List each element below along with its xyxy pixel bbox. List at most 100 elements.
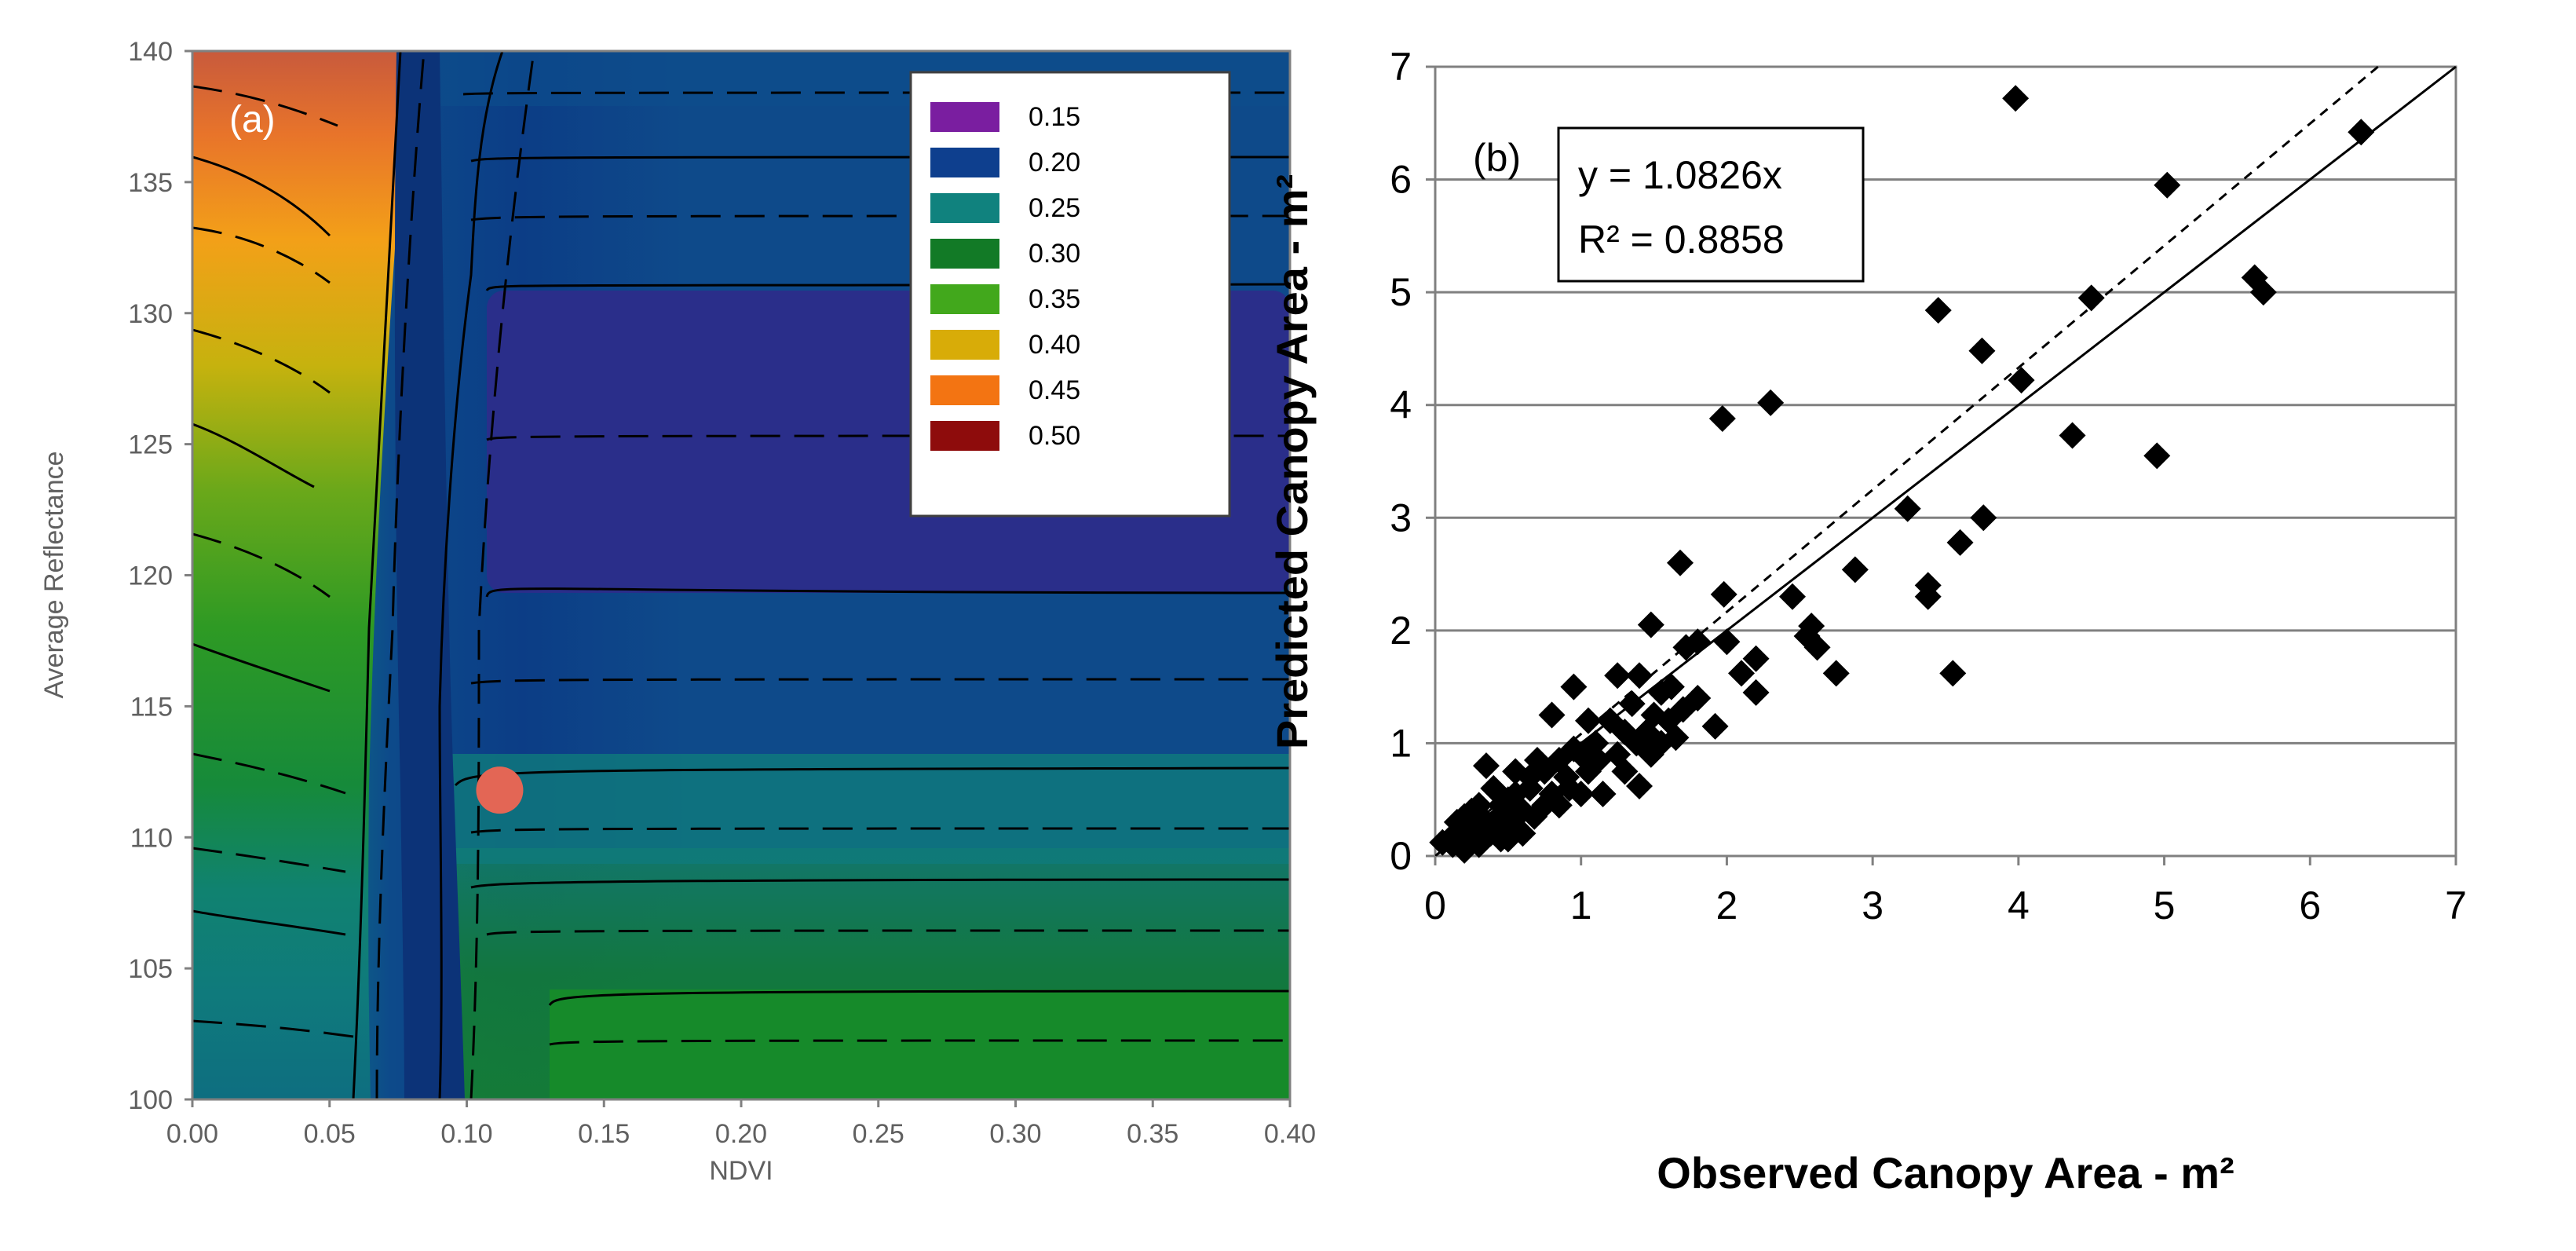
legend-label: 0.40 [1029,330,1080,360]
legend-swatch [930,102,999,132]
left-high-band [192,51,408,1099]
legend-swatch [930,193,999,223]
data-point [1443,820,1471,847]
y-tick-label-b: 0 [1390,834,1412,878]
x-tick-label-a: 0.10 [440,1119,492,1149]
data-point [1560,673,1588,700]
data-point [1914,583,1942,610]
data-point [2008,367,2035,394]
data-point [1841,556,1869,583]
x-tick-label-b: 0 [1424,883,1446,927]
data-point [1970,504,1997,532]
highlight-marker [476,766,524,814]
x-tick-label-a: 0.40 [1264,1119,1316,1149]
data-point [2077,284,2105,312]
data-point [1701,712,1729,740]
y-tick-label-a: 110 [130,823,173,853]
data-point [2249,279,2277,306]
data-point [2143,442,2171,470]
y-tick-label-a: 135 [128,168,173,198]
y-tick-label-a: 105 [128,954,173,984]
contour-panel: (a) 0.15 0.20 0.25 0.30 0.35 0.40 0.45 0.50 0.0… [39,37,1316,1186]
y-tick-label-a: 140 [128,37,173,67]
data-point [1560,735,1588,763]
contour-legend: 0.15 0.20 0.25 0.30 0.35 0.40 0.45 0.50 [909,71,1231,518]
data-point [1779,583,1806,610]
x-tick-label-a: 0.00 [166,1119,218,1149]
data-point [1742,679,1770,706]
x-tick-label-a: 0.30 [989,1119,1041,1149]
legend-label: 0.50 [1029,421,1080,451]
equation-text: y = 1.0826x [1578,153,1782,197]
x-tick-label-b: 5 [2154,883,2176,927]
y-tick-label-a: 125 [128,430,173,460]
y-tick-label-a: 115 [130,692,173,722]
x-tick-label-a: 0.15 [578,1119,630,1149]
data-point [1618,690,1646,718]
legend-swatch [930,330,999,360]
equation-box: y = 1.0826x R² = 0.8858 [1557,126,1865,283]
legend-swatch [930,284,999,314]
dark-channel [394,51,465,1099]
data-point [1589,781,1617,808]
y-tick-label-a: 100 [128,1085,173,1115]
y-tick-label-b: 3 [1390,496,1412,540]
data-point [1742,645,1770,672]
y-tick-label-b: 6 [1390,158,1412,202]
legend-swatch [930,239,999,269]
x-tick-label-b: 2 [1716,883,1738,927]
data-point [1728,660,1755,687]
data-point [1939,660,1967,687]
data-point [2154,171,2181,199]
data-point [1803,634,1831,661]
y-tick-label-a: 130 [128,299,173,329]
data-point [1473,752,1500,780]
data-point [1713,628,1741,656]
legend-label: 0.35 [1029,284,1080,314]
r-squared-text: R² = 0.8858 [1578,218,1785,262]
x-axis-title-b: Observed Canopy Area - m² [1657,1148,2234,1198]
x-tick-label-b: 6 [2299,883,2321,927]
legend-label: 0.30 [1029,239,1080,269]
x-tick-label-b: 7 [2445,883,2467,927]
data-point [1894,495,1921,522]
data-point [1757,389,1785,416]
legend-label: 0.20 [1029,148,1080,177]
data-point [1822,660,1850,687]
y-tick-label-b: 7 [1390,45,1412,89]
legend-swatch [930,421,999,451]
scatter-panel: (b) y = 1.0826x R² = 0.8858 0 1 2 3 4 5 6 7 0 1 2… [1267,45,2467,1198]
legend-swatch [930,148,999,177]
data-point [1604,662,1631,690]
y-tick-label-b: 5 [1390,270,1412,314]
data-point [2002,85,2030,112]
data-point [2059,422,2086,449]
legend-label: 0.15 [1029,102,1080,132]
y-tick-label-b: 4 [1390,383,1412,427]
data-point [1662,724,1690,752]
data-point [1924,297,1952,324]
data-point [1626,662,1653,690]
data-point [1494,825,1522,853]
x-tick-label-b: 3 [1862,883,1884,927]
y-tick-label-a: 120 [128,561,173,591]
data-point [1637,611,1664,638]
data-point [1946,529,1974,556]
data-point [1626,772,1653,799]
y-tick-label-b: 2 [1390,609,1412,653]
y-axis-title-b: Predicted Canopy Area - m² [1267,174,1317,749]
panel-label-a: (a) [229,99,276,141]
data-point [1710,580,1737,608]
x-tick-label-b: 4 [2008,883,2030,927]
data-point [1667,549,1694,576]
legend-label: 0.25 [1029,193,1080,223]
data-point [1684,685,1712,711]
data-point [1672,634,1700,661]
data-point [1567,781,1595,808]
y-axis-title-a: Average Reflectance [39,451,69,698]
y-tick-label-b: 1 [1390,721,1412,765]
x-tick-label-a: 0.25 [853,1119,904,1149]
data-point [1575,707,1602,734]
x-tick-label-a: 0.05 [304,1119,356,1149]
